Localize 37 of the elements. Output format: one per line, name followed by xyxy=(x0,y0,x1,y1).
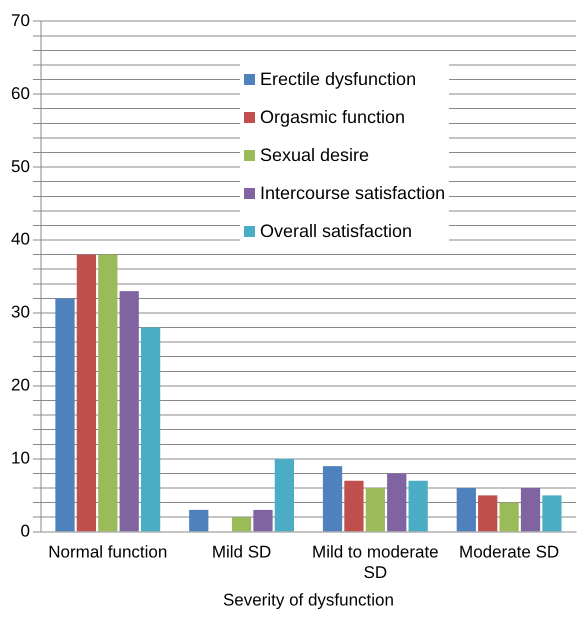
bar xyxy=(76,254,96,532)
legend-label: Sexual desire xyxy=(260,144,370,166)
bar xyxy=(456,488,476,532)
legend-label: Erectile dysfunction xyxy=(260,68,416,90)
legend-label: Orgasmic function xyxy=(260,106,406,128)
legend-label: Intercourse satisfaction xyxy=(260,182,446,204)
bar xyxy=(120,291,139,532)
bar xyxy=(520,488,540,532)
bar xyxy=(98,254,118,532)
bar xyxy=(499,502,519,532)
bar xyxy=(55,298,75,532)
bar xyxy=(344,480,364,532)
x-tick-label: Mild to moderate SD xyxy=(312,542,439,582)
x-tick-label: Moderate SD xyxy=(459,542,560,562)
bar xyxy=(140,328,160,532)
legend-label: Overall satisfaction xyxy=(260,220,412,242)
y-tick-label: 10 xyxy=(10,448,30,468)
bar xyxy=(366,488,385,532)
bar xyxy=(478,495,498,532)
x-axis-title: Severity of dysfunction xyxy=(222,590,394,610)
bar xyxy=(274,458,294,532)
y-tick-label: 50 xyxy=(10,156,30,176)
bar xyxy=(253,510,273,532)
y-tick-label: 0 xyxy=(20,521,30,540)
y-tick-label: 60 xyxy=(10,84,30,103)
y-tick-label: 30 xyxy=(10,302,30,322)
bar xyxy=(542,495,562,532)
bar xyxy=(232,517,252,532)
bar xyxy=(322,466,342,532)
bar xyxy=(387,473,406,532)
y-tick-label: 40 xyxy=(10,230,30,249)
bar xyxy=(189,510,208,532)
x-tick-label: Mild SD xyxy=(212,542,272,562)
bar xyxy=(408,480,428,532)
y-tick-label: 70 xyxy=(10,10,30,30)
y-tick-label: 20 xyxy=(10,376,30,395)
x-tick-label: Normal function xyxy=(48,542,168,562)
